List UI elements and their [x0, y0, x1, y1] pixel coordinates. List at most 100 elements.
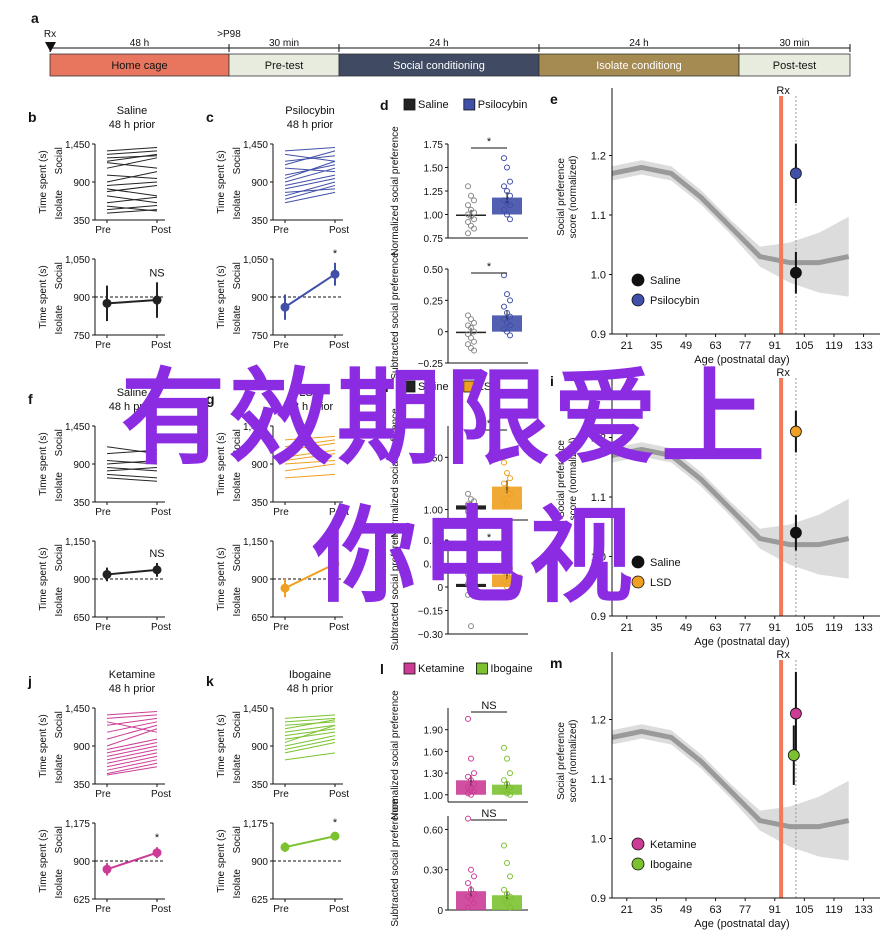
x-tick-label: Post	[329, 622, 349, 633]
y-axis-label: Social preference	[556, 722, 567, 800]
data-point	[501, 459, 507, 466]
x-tick-label: 35	[650, 622, 662, 634]
subject-line	[106, 759, 158, 771]
data-point	[507, 565, 513, 572]
y-axis-label: Social preference	[556, 440, 567, 518]
yaxis-y-tick-label: 0.60	[424, 825, 444, 836]
yaxis-y-tick-label: 1,175	[65, 819, 90, 830]
x-tick-label: 21	[621, 904, 633, 916]
subject-line	[106, 204, 158, 211]
significance-label: *	[487, 261, 492, 273]
subject-line	[106, 171, 158, 183]
x-axis-label: Age (postnatal day)	[694, 918, 789, 930]
panel-letter: d	[380, 97, 389, 113]
y-axis-label-bottom: Isolate	[232, 190, 243, 220]
data-point	[507, 576, 513, 583]
yaxis-y-tick-label: 1,150	[65, 537, 90, 548]
yaxis-y-tick-label: 650	[73, 613, 90, 624]
x-tick-label: 133	[854, 340, 872, 352]
legend-label: Ketamine	[650, 839, 696, 851]
yaxis-y-tick-label: 350	[73, 216, 90, 227]
y-axis-label-top: Social	[232, 429, 243, 456]
subject-line	[106, 721, 158, 733]
yaxis-y-tick-label: 0	[437, 906, 443, 917]
yaxis-y-tick-label: 900	[73, 293, 90, 304]
y-tick-label: 1.0	[591, 552, 606, 564]
duration-label: 24 h	[429, 38, 448, 49]
data-point	[468, 791, 474, 798]
data-point	[507, 297, 513, 304]
panel-letter: f	[28, 391, 33, 407]
yaxis-y-tick-label: 900	[251, 857, 268, 868]
subject-line	[106, 714, 158, 719]
panel-letter: c	[206, 109, 214, 125]
data-point	[465, 341, 471, 348]
data-point	[504, 755, 510, 762]
data-point	[465, 219, 471, 226]
subject-line	[106, 710, 158, 716]
data-point	[504, 571, 510, 578]
y-axis-label-2: score (normalized)	[568, 156, 579, 239]
yaxis-y-tick-label: 1.75	[424, 140, 444, 151]
y-axis-label-top: Social	[54, 429, 65, 456]
data-point	[468, 623, 474, 630]
y-axis-label: Time spent (s)	[38, 265, 49, 329]
subject-line	[284, 449, 336, 458]
subject-line	[106, 446, 158, 455]
panel-subtitle: 48 h prior	[287, 683, 334, 695]
data-point	[507, 313, 513, 320]
subject-line	[106, 196, 158, 204]
data-point	[465, 591, 471, 598]
subject-line	[106, 188, 158, 197]
mean-point	[152, 565, 162, 575]
x-tick-label: Post	[151, 904, 171, 915]
y-axis-label: Time spent (s)	[38, 829, 49, 893]
subject-line	[106, 181, 158, 186]
y-axis-label-top: Social	[54, 711, 65, 738]
data-point	[468, 511, 474, 518]
subject-line	[284, 735, 336, 747]
data-point	[507, 904, 513, 911]
bar	[456, 891, 486, 910]
y-axis-label: Time spent (s)	[216, 829, 227, 893]
data-point	[504, 485, 510, 492]
y-tick-label: 0.9	[591, 893, 606, 905]
data-point	[504, 584, 510, 590]
y-axis-label: Normalized social preference	[390, 126, 401, 256]
data-point	[465, 183, 471, 190]
subject-line	[106, 745, 158, 757]
y-axis-label-top: Social	[54, 826, 65, 853]
duration-label: 24 h	[629, 38, 648, 49]
subject-line	[106, 766, 158, 776]
subject-line	[284, 724, 336, 733]
x-tick-label: 119	[825, 622, 843, 634]
mean-point	[102, 864, 112, 874]
legend-label: Psilocybin	[650, 295, 700, 307]
x-tick-label: 91	[769, 340, 781, 352]
y-axis-label-bottom: Isolate	[54, 472, 65, 502]
data-point	[468, 334, 474, 341]
data-point	[468, 503, 474, 510]
panel-j-bot: Time spent (s) Social Isolate Pre Post *	[38, 826, 171, 915]
yaxis-y-tick-label: 900	[251, 742, 268, 753]
legend-swatch	[403, 98, 416, 111]
data-point	[471, 225, 477, 232]
subject-line	[284, 442, 336, 451]
panel-f-top: f Saline 48 h prior Time spent (s) Social Iso…	[28, 387, 171, 518]
significance-label: NS	[481, 700, 496, 712]
yaxis-y-tick-label: 0.75	[424, 234, 444, 245]
subject-line	[284, 473, 336, 479]
data-point	[468, 222, 474, 229]
significance-label: *	[155, 832, 160, 844]
legend-label: Saline	[650, 557, 681, 569]
yaxis-y-tick-label: 1.00	[424, 211, 444, 222]
yaxis-y-tick-label: 1,450	[243, 140, 268, 151]
bar	[492, 315, 522, 332]
x-tick-label: 35	[650, 904, 662, 916]
x-tick-label: 35	[650, 340, 662, 352]
legend-label: Psilocybin	[478, 99, 528, 111]
y-axis-label-bottom: Isolate	[54, 754, 65, 784]
yaxis-y-tick-label: 1,450	[65, 422, 90, 433]
subject-line	[284, 738, 336, 750]
panel-subtitle: 48 h prior	[109, 683, 156, 695]
